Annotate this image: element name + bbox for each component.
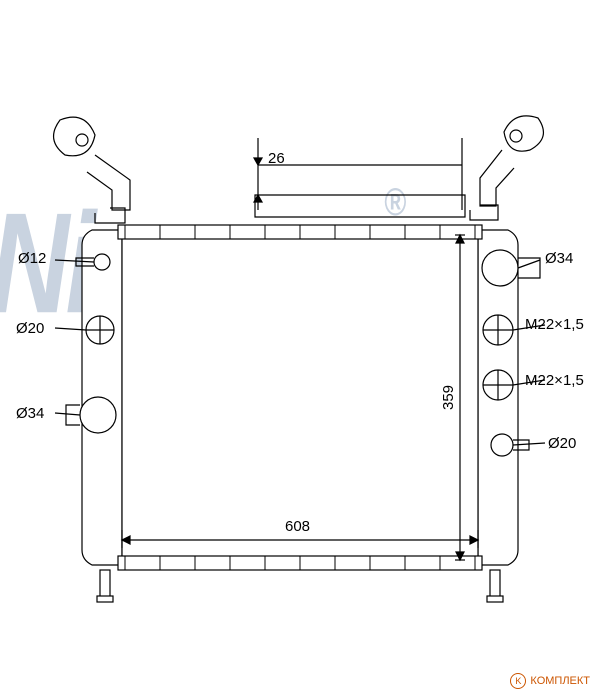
dim-height-offset: 26	[268, 150, 285, 167]
label-left-d3: Ø34	[16, 405, 44, 422]
label-left-d1: Ø12	[18, 250, 46, 267]
label-right-t1: M22×1,5	[525, 316, 584, 333]
label-right-d2: Ø20	[548, 435, 576, 452]
label-left-d2: Ø20	[16, 320, 44, 337]
top-right-bracket	[470, 116, 543, 220]
footer-brand: K КОМПЛЕКТ	[510, 673, 590, 689]
top-left-bracket	[54, 117, 130, 223]
label-right-d1: Ø34	[545, 250, 573, 267]
dim-core-height: 359	[440, 385, 457, 410]
radiator-schematic	[0, 0, 600, 695]
footer-text: КОМПЛЕКТ	[530, 675, 590, 687]
diagram-canvas: Nissens®	[0, 0, 600, 695]
dim-core-width: 608	[285, 518, 310, 535]
footer-icon: K	[510, 673, 526, 689]
label-right-t2: M22×1,5	[525, 372, 584, 389]
